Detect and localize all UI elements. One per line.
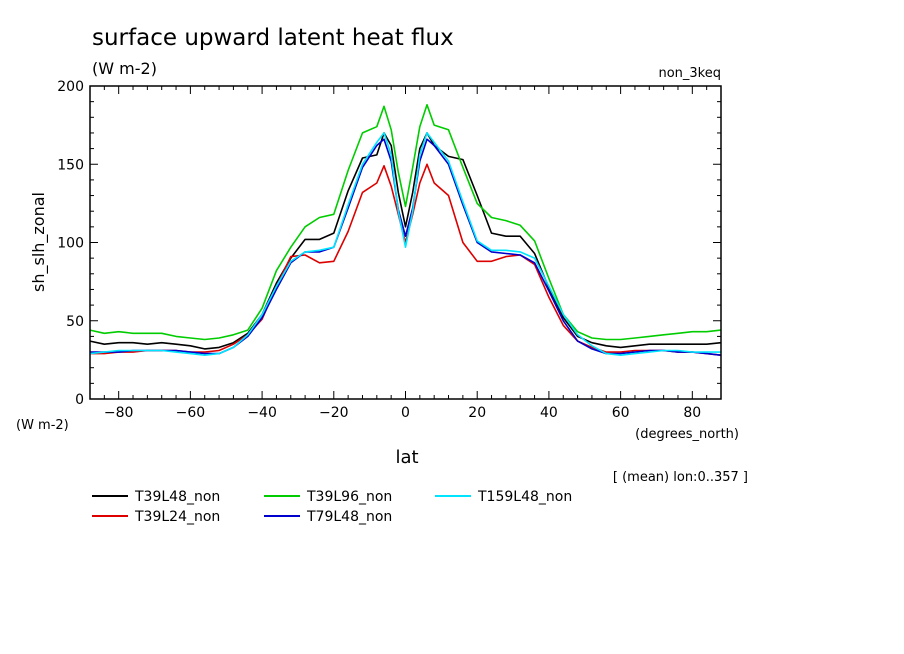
x-tick-label: 60 — [612, 405, 630, 421]
plot-series — [89, 104, 722, 357]
tick-labels: −80 −60 −40 −20 0 20 40 60 80 0 50 100 150 200 — [57, 79, 701, 421]
legend-item-4: T79L48_non — [264, 509, 392, 525]
legend: T39L48_non T39L24_non T39L96_non T79L48_… — [92, 489, 572, 525]
y-tick-label: 150 — [57, 157, 84, 173]
y-unit-label: (W m-2) — [16, 418, 69, 433]
x-tick-label: 0 — [401, 405, 410, 421]
legend-label-1: T39L48_non — [134, 489, 220, 505]
legend-item-2: T39L24_non — [92, 509, 220, 525]
x-tick-label: 80 — [683, 405, 701, 421]
x-tick-label: 20 — [468, 405, 486, 421]
legend-item-1: T39L48_non — [92, 489, 220, 505]
series-line-T39L96_non — [89, 104, 722, 341]
chart-subtitle-unit: (W m-2) — [92, 59, 157, 78]
averaging-note: [ (mean) lon:0..357 ] — [613, 470, 748, 485]
legend-label-5: T159L48_non — [477, 489, 572, 505]
plot-frame — [89, 85, 722, 400]
y-tick-label: 100 — [57, 236, 84, 252]
legend-label-3: T39L96_non — [306, 489, 392, 505]
legend-item-3: T39L96_non — [264, 489, 392, 505]
y-tick-label: 200 — [57, 79, 84, 95]
x-tick-label: −20 — [319, 405, 349, 421]
series-line-T159L48_non — [89, 132, 721, 357]
experiment-label: non_3keq — [658, 66, 721, 81]
y-tick-label: 0 — [75, 392, 84, 408]
legend-label-4: T79L48_non — [306, 509, 392, 525]
x-unit-label: (degrees_north) — [635, 427, 739, 442]
y-axis-label: sh_slh_zonal — [29, 192, 49, 292]
series-line-T39L24_non — [90, 163, 722, 356]
x-tick-label: 40 — [540, 405, 558, 421]
legend-label-2: T39L24_non — [134, 509, 220, 525]
chart-title: surface upward latent heat flux — [92, 25, 454, 51]
x-axis-label: lat — [395, 447, 418, 468]
legend-item-5: T159L48_non — [435, 489, 572, 505]
x-tick-label: −60 — [176, 405, 206, 421]
x-tick-label: −80 — [104, 405, 134, 421]
x-tick-label: −40 — [247, 405, 277, 421]
series-line-T39L48_non — [89, 132, 722, 350]
y-tick-label: 50 — [66, 314, 84, 330]
